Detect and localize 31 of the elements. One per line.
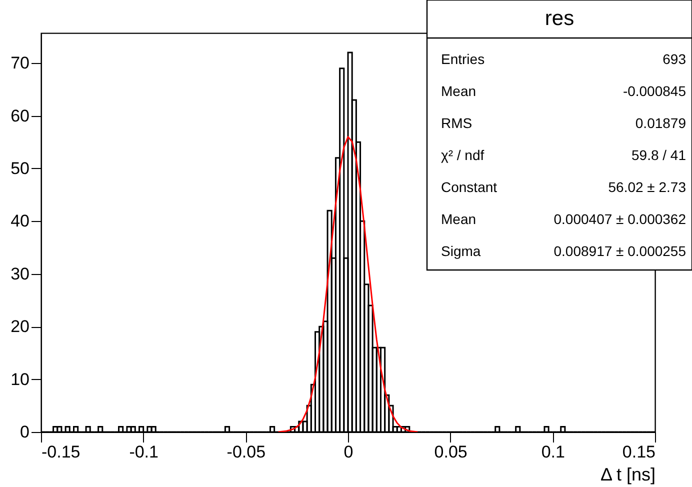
y-tick-label: 30 [10, 264, 30, 284]
annotation: 59.8 / 41 [632, 147, 686, 163]
annotation: 0.000407 ± 0.000362 [554, 211, 686, 227]
x-tick-label: 0.05 [434, 442, 468, 462]
x-tick-label: 0.1 [541, 442, 565, 462]
x-tick-label: 0.15 [622, 442, 656, 462]
y-tick-label: 10 [10, 370, 30, 389]
annotation: 56.02 ± 2.73 [608, 179, 686, 195]
annotation: Constant [441, 179, 498, 195]
y-tick-label: 20 [10, 317, 30, 336]
y-tick-label: 60 [10, 106, 30, 126]
annotation: Mean [441, 211, 476, 227]
y-tick-label: 40 [10, 212, 30, 231]
y-tick-label: 50 [10, 158, 30, 178]
annotation: RMS [441, 115, 472, 131]
y-tick-label: 0 [20, 422, 30, 442]
annotation: Mean [441, 83, 476, 99]
x-tick-label: -0.1 [129, 442, 158, 462]
x-axis-title: Δ t [ns] [600, 464, 656, 484]
annotation: Entries [441, 51, 485, 67]
annotation: Sigma [441, 243, 481, 259]
y-tick-label: 70 [10, 54, 30, 73]
x-tick-label: -0.15 [42, 442, 80, 462]
annotation: 0.01879 [635, 115, 686, 131]
text: 693 [662, 51, 686, 67]
chart-title: res [544, 7, 574, 30]
annotation: -0.000845 [622, 83, 686, 99]
x-tick-label: 0 [344, 442, 354, 462]
annotation: 0.008917 ± 0.000255 [554, 243, 686, 259]
x-tick-label: -0.05 [226, 442, 266, 462]
annotation: χ² / ndf [441, 147, 484, 163]
